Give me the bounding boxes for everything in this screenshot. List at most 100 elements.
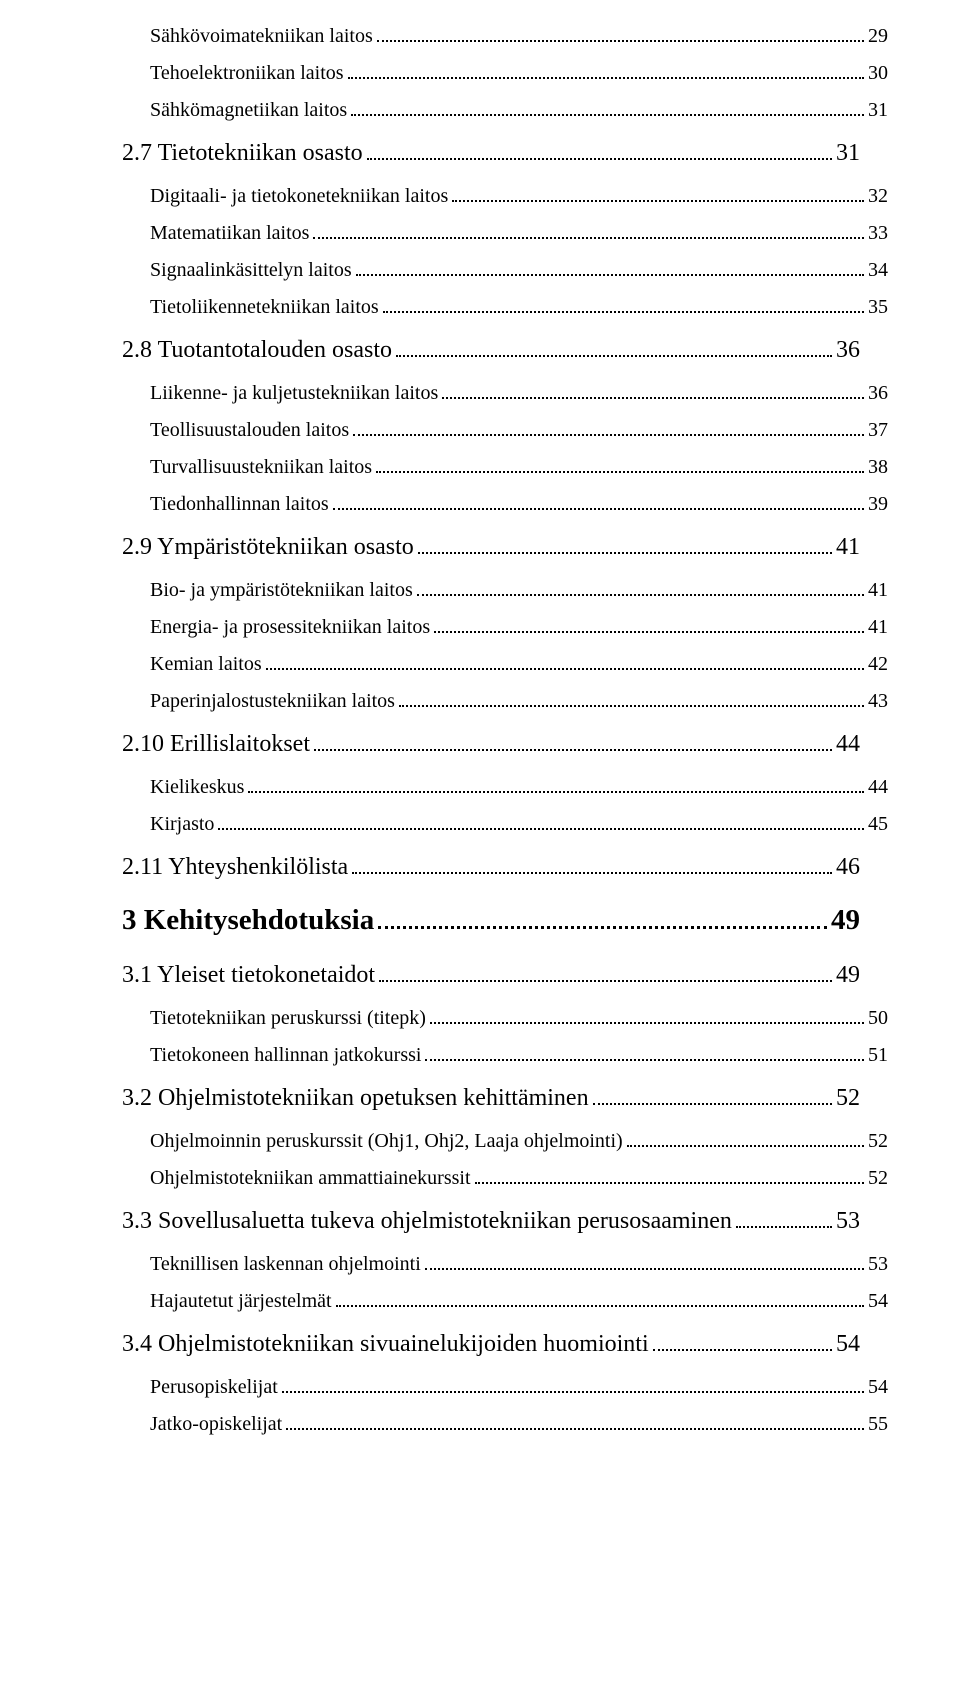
toc-entry: Turvallisuustekniikan laitos 38 <box>150 452 888 482</box>
toc-leader <box>336 1305 864 1307</box>
toc-entry: 3.2 Ohjelmistotekniikan opetuksen kehitt… <box>122 1080 860 1116</box>
toc-entry-page: 41 <box>868 612 888 642</box>
toc-leader <box>282 1391 864 1393</box>
toc-entry-page: 53 <box>868 1249 888 1279</box>
toc-leader <box>286 1428 864 1430</box>
toc-entry-page: 55 <box>868 1409 888 1439</box>
toc-entry-label: Kielikeskus <box>150 772 244 802</box>
toc-entry: 2.9 Ympäristötekniikan osasto41 <box>122 529 860 565</box>
toc-entry-page: 29 <box>868 21 888 51</box>
toc-entry-label: 2.10 Erillislaitokset <box>122 726 310 762</box>
toc-entry: Ohjelmistotekniikan ammattiainekurssit52 <box>150 1163 888 1193</box>
toc-entry-label: Sähkövoimatekniikan laitos <box>150 21 373 51</box>
toc-entry-label: 2.11 Yhteyshenkilölista <box>122 849 348 885</box>
toc-entry-label: Kemian laitos <box>150 649 262 679</box>
toc-leader <box>417 594 864 596</box>
toc-leader <box>266 668 864 670</box>
toc-entry-label: Turvallisuustekniikan laitos <box>150 452 372 482</box>
toc-leader <box>425 1268 864 1270</box>
toc-entry-label: 3.4 Ohjelmistotekniikan sivuainelukijoid… <box>122 1326 649 1362</box>
toc-leader <box>736 1226 832 1228</box>
toc-entry-label: Tietoliikennetekniikan laitos <box>150 292 379 322</box>
toc-leader <box>434 631 864 633</box>
toc-entry-page: 41 <box>836 529 860 565</box>
toc-entry: 2.11 Yhteyshenkilölista 46 <box>122 849 860 885</box>
toc-leader <box>314 749 832 751</box>
toc-entry: 2.8 Tuotantotalouden osasto36 <box>122 332 860 368</box>
toc-entry-label: Perusopiskelijat <box>150 1372 278 1402</box>
toc-entry-page: 36 <box>836 332 860 368</box>
toc-entry-label: Matematiikan laitos <box>150 218 309 248</box>
toc-entry: Sähkövoimatekniikan laitos 29 <box>150 21 888 51</box>
toc-entry-page: 54 <box>836 1326 860 1362</box>
toc-entry-page: 52 <box>836 1080 860 1116</box>
toc-leader <box>475 1182 865 1184</box>
toc-leader <box>396 355 832 357</box>
toc-leader <box>653 1349 832 1351</box>
toc-entry: Tietoliikennetekniikan laitos 35 <box>150 292 888 322</box>
toc-entry-label: Kirjasto <box>150 809 214 839</box>
toc-entry: Jatko-opiskelijat55 <box>150 1409 888 1439</box>
toc-entry-page: 49 <box>831 899 860 943</box>
toc-entry-label: Tietokoneen hallinnan jatkokurssi <box>150 1040 421 1070</box>
toc-leader <box>218 828 864 830</box>
toc-entry-label: Tietotekniikan peruskurssi (titepk) <box>150 1003 426 1033</box>
toc-entry-label: Hajautetut järjestelmät <box>150 1286 332 1316</box>
toc-entry-label: Tiedonhallinnan laitos <box>150 489 329 519</box>
toc-entry-page: 54 <box>868 1372 888 1402</box>
toc-entry-page: 38 <box>868 452 888 482</box>
toc-leader <box>248 791 864 793</box>
toc-entry-label: 3.1 Yleiset tietokonetaidot <box>122 957 375 993</box>
toc-entry-page: 52 <box>868 1126 888 1156</box>
toc-entry-label: Tehoelektroniikan laitos <box>150 58 344 88</box>
toc-entry-label: Energia- ja prosessitekniikan laitos <box>150 612 430 642</box>
toc-entry: Kirjasto 45 <box>150 809 888 839</box>
toc-entry: 3.3 Sovellusaluetta tukeva ohjelmistotek… <box>122 1203 860 1239</box>
toc-leader <box>430 1022 864 1024</box>
toc-leader <box>333 508 864 510</box>
toc-leader <box>425 1059 864 1061</box>
toc-leader <box>418 552 832 554</box>
toc-entry-page: 42 <box>868 649 888 679</box>
toc-leader <box>452 200 864 202</box>
toc-entry-label: Liikenne- ja kuljetustekniikan laitos <box>150 378 438 408</box>
toc-entry-page: 51 <box>868 1040 888 1070</box>
toc-entry-page: 34 <box>868 255 888 285</box>
toc-entry: 2.7 Tietotekniikan osasto31 <box>122 135 860 171</box>
toc-entry: Kemian laitos 42 <box>150 649 888 679</box>
toc-leader <box>367 158 832 160</box>
toc-leader <box>399 705 864 707</box>
toc-entry-page: 44 <box>868 772 888 802</box>
toc-leader <box>352 872 832 874</box>
toc-entry: Sähkömagnetiikan laitos31 <box>150 95 888 125</box>
toc-entry-page: 33 <box>868 218 888 248</box>
toc-leader <box>376 471 864 473</box>
toc-entry: Liikenne- ja kuljetustekniikan laitos 36 <box>150 378 888 408</box>
toc-entry-page: 31 <box>836 135 860 171</box>
toc-leader <box>377 40 864 42</box>
toc-entry-page: 44 <box>836 726 860 762</box>
toc-leader <box>593 1103 832 1105</box>
toc-entry-page: 35 <box>868 292 888 322</box>
toc-entry: Hajautetut järjestelmät 54 <box>150 1286 888 1316</box>
toc-entry-page: 46 <box>836 849 860 885</box>
toc-entry-label: Sähkömagnetiikan laitos <box>150 95 347 125</box>
toc-leader <box>351 114 864 116</box>
toc-entry-page: 43 <box>868 686 888 716</box>
toc-entry: Teollisuustalouden laitos37 <box>150 415 888 445</box>
toc-entry-page: 32 <box>868 181 888 211</box>
toc-leader <box>353 434 864 436</box>
toc-leader <box>313 237 864 239</box>
toc-leader <box>378 926 827 929</box>
toc-entry: 2.10 Erillislaitokset 44 <box>122 726 860 762</box>
toc-entry-label: Teollisuustalouden laitos <box>150 415 349 445</box>
toc-entry-label: Teknillisen laskennan ohjelmointi <box>150 1249 421 1279</box>
toc-entry-page: 45 <box>868 809 888 839</box>
toc-entry-label: 3.3 Sovellusaluetta tukeva ohjelmistotek… <box>122 1203 732 1239</box>
toc-entry: Bio- ja ympäristötekniikan laitos41 <box>150 575 888 605</box>
toc-entry: Tehoelektroniikan laitos30 <box>150 58 888 88</box>
toc-leader <box>627 1145 864 1147</box>
toc-entry-page: 52 <box>868 1163 888 1193</box>
toc-entry-page: 54 <box>868 1286 888 1316</box>
toc-entry-page: 36 <box>868 378 888 408</box>
